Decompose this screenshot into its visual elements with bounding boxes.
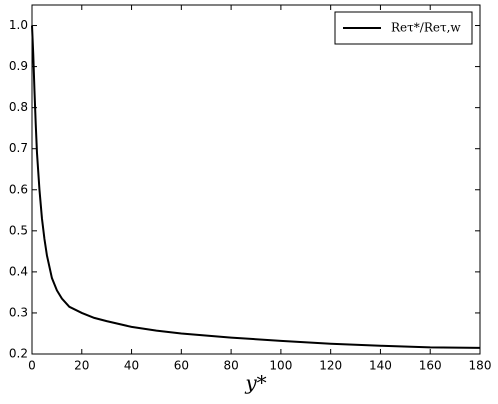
y-tick-label: 0.7	[9, 141, 28, 155]
y-tick-label: 0.8	[9, 100, 28, 114]
x-tick-label: 140	[369, 359, 392, 373]
plot-frame	[31, 4, 481, 355]
x-tick-label: 80	[223, 359, 238, 373]
y-tick-label: 0.6	[9, 182, 28, 196]
y-tick-label: 0.9	[9, 59, 28, 73]
x-tick-label: 120	[319, 359, 342, 373]
x-tick-label: 0	[28, 359, 36, 373]
x-tick-label: 100	[269, 359, 292, 373]
x-axis-label: y*	[244, 371, 266, 395]
y-tick-label: 0.4	[9, 264, 28, 278]
x-tick-label: 60	[174, 359, 189, 373]
data-line	[31, 25, 481, 349]
y-tick-label: 0.5	[9, 223, 28, 237]
y-tick-label: 0.2	[9, 347, 28, 361]
y-tick-label: 1.0	[9, 18, 28, 32]
x-tick-label: 40	[124, 359, 139, 373]
x-tick-label: 160	[419, 359, 442, 373]
legend-label: Reτ*/Reτ,w	[391, 21, 461, 35]
x-tick-label: 20	[74, 359, 89, 373]
y-tick-label: 0.3	[9, 305, 28, 319]
x-tick-label: 180	[469, 359, 492, 373]
